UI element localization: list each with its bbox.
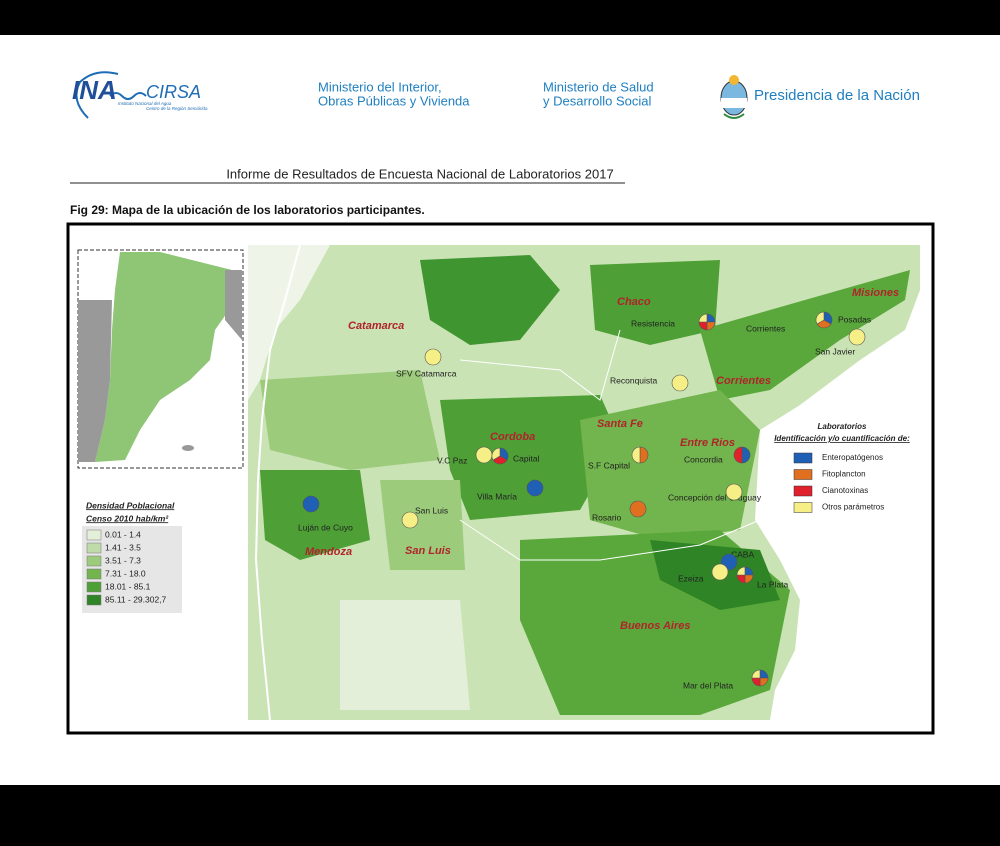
province-label: San Luis — [405, 545, 451, 557]
ina-subtitle: Instituto Nacional del Agua — [118, 101, 172, 106]
legend-label: Fitoplancton — [822, 470, 866, 479]
province-label: Santa Fe — [597, 418, 643, 430]
lab-marker — [815, 311, 825, 325]
legend-swatch — [86, 568, 102, 580]
city-label: Luján de Cuyo — [298, 522, 353, 532]
lab-marker — [671, 374, 689, 392]
legend-swatch — [86, 529, 102, 541]
legend-label: 1.41 - 3.5 — [105, 542, 141, 552]
lab-marker — [751, 669, 761, 679]
lab-marker — [424, 348, 442, 366]
province-label: Buenos Aires — [620, 620, 691, 632]
ministry-name: Obras Públicas y Vivienda — [318, 93, 470, 108]
legend-swatch — [793, 502, 813, 513]
city-label: Rosario — [592, 512, 622, 522]
legend-label: 7.31 - 18.0 — [105, 568, 146, 578]
lab-marker — [848, 328, 866, 346]
lab-marker — [725, 483, 743, 501]
lab-marker — [526, 479, 544, 497]
city-label: Concepción del Uruguay — [668, 492, 762, 502]
legend-title: Densidad Poblacional — [86, 500, 175, 510]
ina-subtitle: Centro de la Región Semiárida — [146, 106, 208, 111]
city-label: Resistencia — [631, 318, 675, 328]
legend-label: Cianotoxinas — [822, 486, 868, 495]
legend-label: 0.01 - 1.4 — [105, 529, 141, 539]
city-label: Posadas — [838, 314, 871, 324]
report-title: Informe de Resultados de Encuesta Nacion… — [226, 166, 613, 181]
legend-label: 3.51 - 7.3 — [105, 555, 141, 565]
lab-marker — [736, 566, 746, 576]
province-label: Entre Rios — [680, 437, 735, 449]
province-label: Mendoza — [305, 546, 352, 558]
ministry-name: Ministerio del Interior, — [318, 79, 442, 94]
city-label: Capital — [513, 453, 540, 463]
city-label: Corrientes — [746, 323, 785, 333]
province-label: Catamarca — [348, 320, 404, 332]
legend-swatch — [86, 542, 102, 554]
city-label: SFV Catamarca — [396, 368, 457, 378]
lab-marker — [491, 447, 501, 461]
lab-marker — [741, 446, 751, 464]
city-label: S.F Capital — [588, 460, 630, 470]
city-label: Villa María — [477, 491, 517, 501]
legend-swatch — [793, 452, 813, 464]
legend-subtitle: Censo 2010 hab/km² — [86, 513, 169, 523]
city-label: San Javier — [815, 346, 855, 356]
lab-marker — [698, 313, 708, 323]
presidency-name: Presidencia de la Nación — [754, 87, 920, 104]
city-label: Concordia — [684, 454, 723, 464]
lab-marker — [639, 446, 649, 464]
lab-marker — [475, 446, 493, 464]
city-label: Mar del Plata — [683, 680, 733, 690]
legend-label: Enteropatógenos — [822, 453, 883, 462]
province-label: Corrientes — [716, 375, 771, 387]
ina-text: INA — [72, 75, 117, 105]
cirsa-text: CIRSA — [146, 82, 201, 102]
province-label: Misiones — [852, 287, 899, 299]
legend-title: Laboratorios — [818, 422, 867, 431]
ministry-name: y Desarrollo Social — [543, 93, 651, 108]
city-label: Reconquista — [610, 375, 658, 385]
lab-marker — [629, 500, 647, 518]
city-label: CABA — [731, 549, 754, 559]
city-label: La Plata — [757, 579, 788, 589]
figure-caption: Fig 29: Mapa de la ubicación de los labo… — [70, 203, 425, 217]
legend-subtitle: Identificación y/o cuantificación de: — [774, 434, 910, 443]
lab-marker — [401, 511, 419, 529]
legend-swatch — [793, 469, 813, 480]
lab-marker — [733, 446, 743, 464]
lab-marker — [711, 563, 729, 581]
city-label: San Luis — [415, 505, 448, 515]
province-label: Cordoba — [490, 431, 535, 443]
legend-label: Otros parámetros — [822, 503, 884, 512]
city-label: V.C Paz — [437, 455, 467, 465]
legend-swatch — [793, 485, 813, 497]
legend-swatch — [86, 581, 102, 593]
lab-marker — [631, 446, 641, 464]
legend-label: 18.01 - 85.1 — [105, 581, 151, 591]
legend-swatch — [86, 594, 102, 606]
province-label: Chaco — [617, 296, 651, 308]
national-shield — [720, 75, 748, 119]
ina-wave — [109, 92, 147, 100]
legend-label: 85.11 - 29.302,7 — [105, 594, 167, 604]
city-label: Ezeiza — [678, 573, 704, 583]
map — [66, 222, 935, 735]
ina-swoosh — [75, 71, 119, 119]
legend-swatch — [86, 555, 102, 567]
lab-marker — [302, 495, 320, 513]
ministry-name: Ministerio de Salud — [543, 79, 654, 94]
